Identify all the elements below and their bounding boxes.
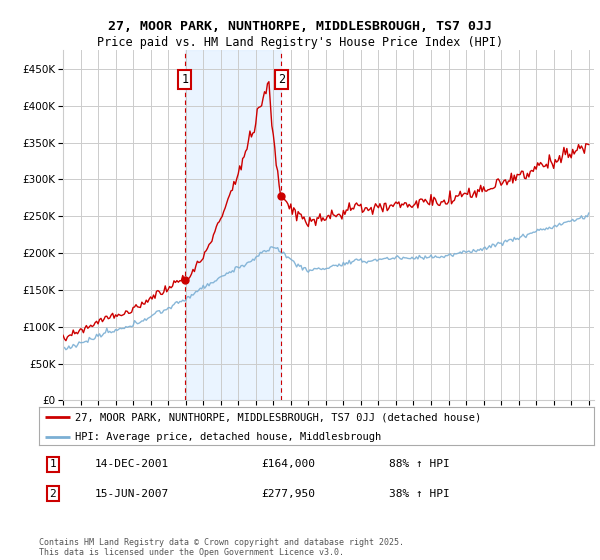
Text: HPI: Average price, detached house, Middlesbrough: HPI: Average price, detached house, Midd… (75, 432, 382, 442)
Text: 2: 2 (49, 489, 56, 499)
Text: Price paid vs. HM Land Registry's House Price Index (HPI): Price paid vs. HM Land Registry's House … (97, 36, 503, 49)
Bar (185, 50, 281, 400)
Text: Contains HM Land Registry data © Crown copyright and database right 2025.
This d: Contains HM Land Registry data © Crown c… (39, 538, 404, 557)
Text: £164,000: £164,000 (261, 459, 315, 469)
Text: 88% ↑ HPI: 88% ↑ HPI (389, 459, 449, 469)
Text: 1: 1 (181, 73, 188, 86)
Text: 14-DEC-2001: 14-DEC-2001 (95, 459, 169, 469)
Text: 2: 2 (278, 73, 285, 86)
Text: 1: 1 (49, 459, 56, 469)
Text: £277,950: £277,950 (261, 489, 315, 499)
Text: 15-JUN-2007: 15-JUN-2007 (95, 489, 169, 499)
Text: 38% ↑ HPI: 38% ↑ HPI (389, 489, 449, 499)
Text: 27, MOOR PARK, NUNTHORPE, MIDDLESBROUGH, TS7 0JJ: 27, MOOR PARK, NUNTHORPE, MIDDLESBROUGH,… (108, 20, 492, 32)
Text: 27, MOOR PARK, NUNTHORPE, MIDDLESBROUGH, TS7 0JJ (detached house): 27, MOOR PARK, NUNTHORPE, MIDDLESBROUGH,… (75, 412, 481, 422)
